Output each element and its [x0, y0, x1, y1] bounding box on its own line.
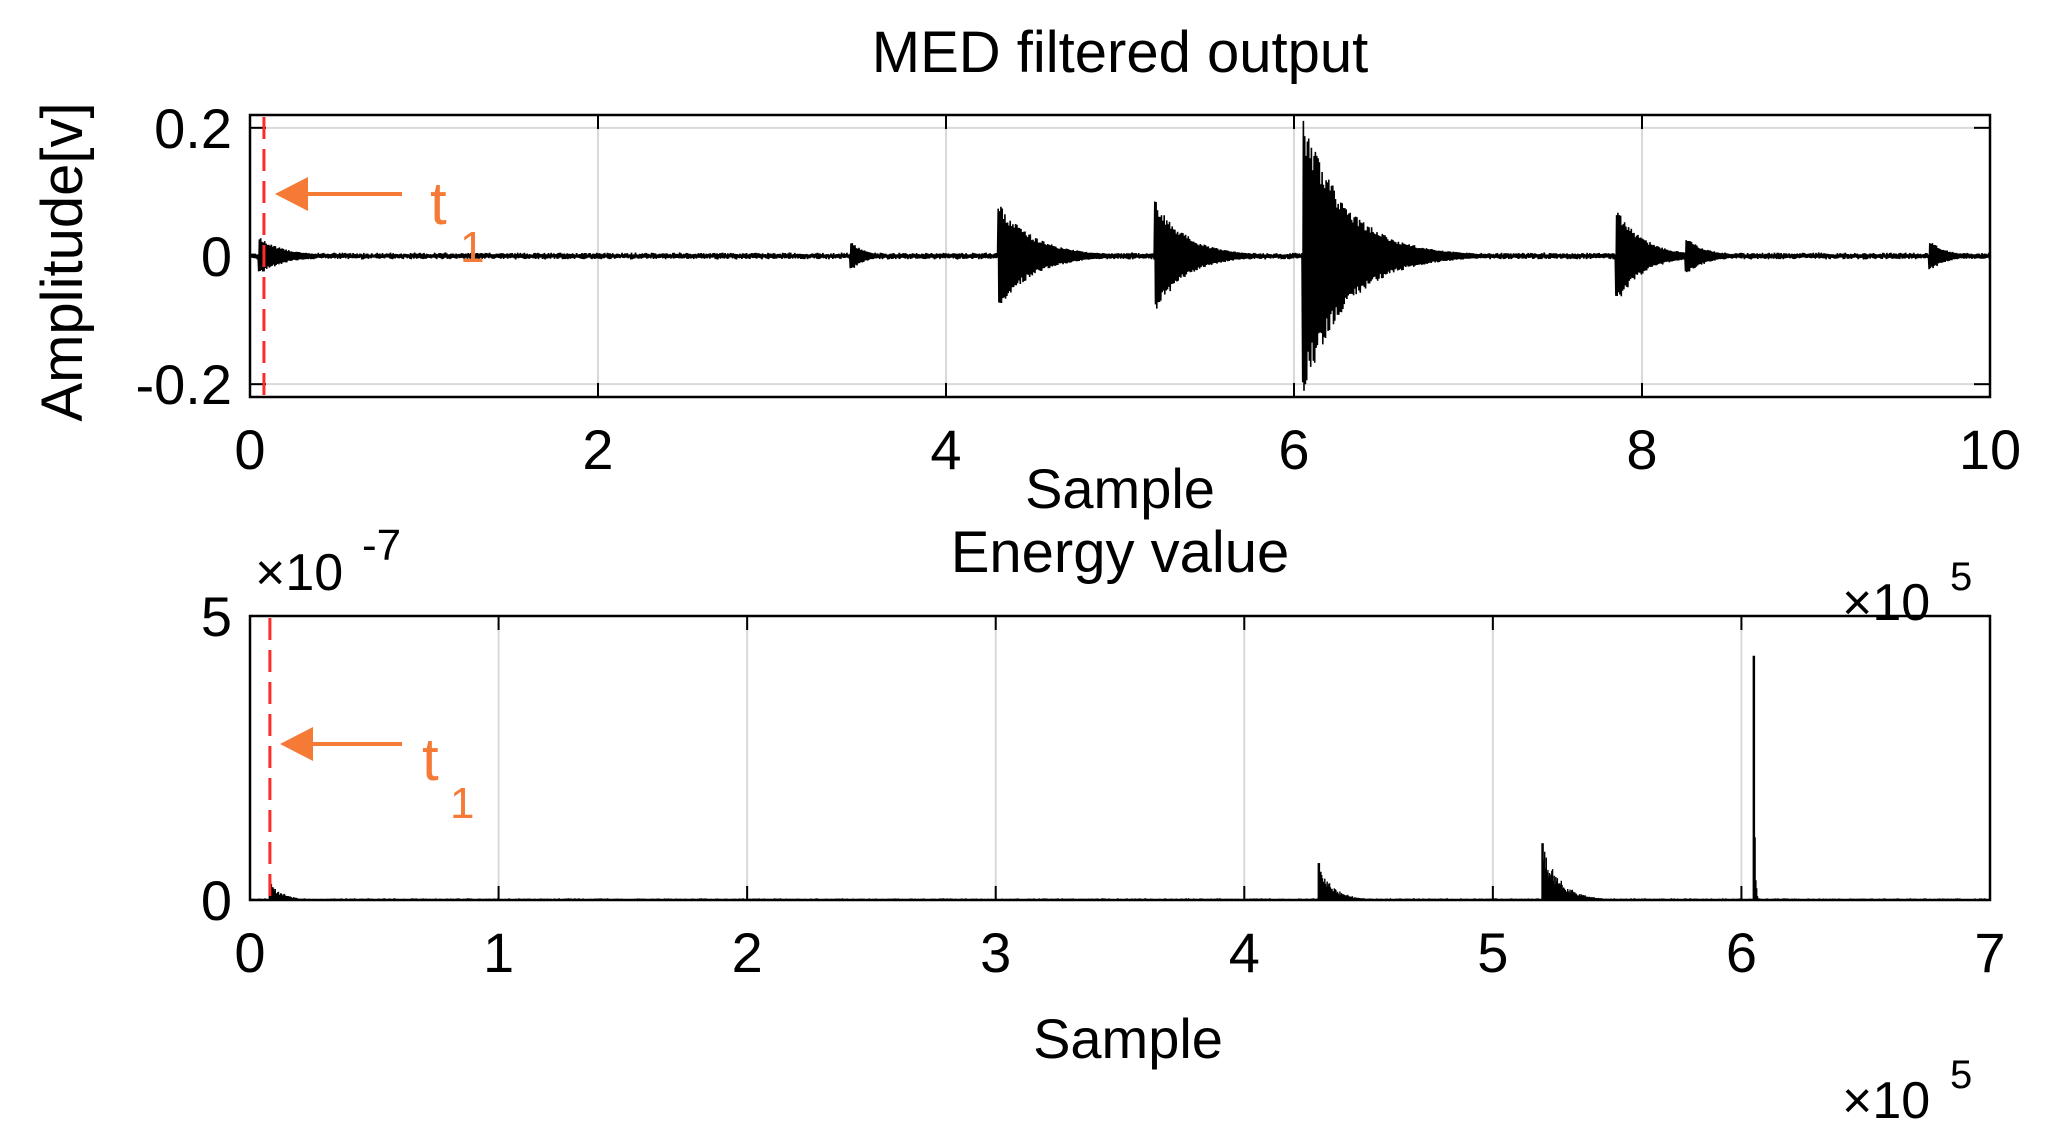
- chart1-x-exponent-power: 5: [1950, 555, 1972, 599]
- x-tick-label: 0: [234, 921, 265, 984]
- x-tick-label: 1: [483, 921, 514, 984]
- chart2-y-exponent-base: ×10: [255, 544, 343, 602]
- chart2-ticks: [249, 615, 1991, 901]
- chart1-ylabel: Amplitude[v]: [30, 102, 95, 421]
- chart1-xtick-labels: 0 2 4 6 8 10: [234, 418, 2021, 481]
- chart2-grid: [497, 616, 1743, 900]
- chart2-series: [249, 655, 1991, 900]
- x-tick-label: 2: [582, 418, 613, 481]
- y-tick-label: 0: [201, 225, 232, 288]
- chart1-annotation-arrowhead: [275, 177, 308, 211]
- y-tick-label: 0: [201, 869, 232, 932]
- chart1-ticks: [249, 115, 1991, 397]
- x-tick-label: 4: [1229, 921, 1260, 984]
- x-tick-label: 2: [732, 921, 763, 984]
- x-tick-label: 5: [1477, 921, 1508, 984]
- chart1-x-exponent-base: ×10: [1842, 574, 1930, 632]
- chart1-title: MED filtered output: [872, 20, 1368, 85]
- chart2-annotation-arrowhead: [280, 727, 313, 761]
- chart2-x-exponent: ×10 5: [1842, 1053, 1972, 1130]
- chart2-xlabel: Sample: [1033, 1007, 1223, 1070]
- chart1-series: [249, 120, 1991, 391]
- y-tick-label: 0.2: [154, 97, 232, 160]
- x-tick-label: 3: [980, 921, 1011, 984]
- energy-line: [249, 812, 1991, 900]
- chart2-y-exponent-power: -7: [362, 521, 401, 570]
- chart2-axes-box: [248, 614, 1992, 902]
- y-tick-label: -0.2: [136, 353, 233, 416]
- chart2-y-exponent: ×10 -7: [255, 521, 401, 602]
- x-tick-label: 8: [1626, 418, 1657, 481]
- x-tick-label: 4: [930, 418, 961, 481]
- chart2-x-exponent-base: ×10: [1842, 1072, 1930, 1130]
- chart1-t1-annotation: t 1: [275, 170, 484, 272]
- chart1-xlabel: Sample: [1025, 457, 1215, 520]
- y-tick-label: 5: [201, 585, 232, 648]
- chart2-x-exponent-power: 5: [1950, 1053, 1972, 1097]
- med-filtered-output-chart: MED filtered output 0 2 4 6 8 10 0.20-0.2 t 1…: [30, 20, 2021, 632]
- chart1-annotation-subscript: 1: [460, 223, 484, 272]
- chart1-ytick-labels: 0.2 0 -0.2: [136, 97, 233, 416]
- chart1-x-exponent: ×10 5: [1842, 555, 1972, 632]
- x-tick-label: 10: [1959, 418, 2021, 481]
- chart2-ytick-labels: 50: [201, 585, 232, 932]
- x-tick-label: 6: [1726, 921, 1757, 984]
- x-tick-label: 7: [1974, 921, 2005, 984]
- chart2-annotation-label: t: [422, 726, 439, 793]
- chart2-t1-annotation: t 1: [280, 726, 474, 828]
- chart2-annotation-subscript: 1: [450, 779, 474, 828]
- chart2-xtick-labels: 0 1 2 3 4 5 6 7: [234, 921, 2005, 984]
- x-tick-label: 0: [234, 418, 265, 481]
- x-tick-label: 6: [1278, 418, 1309, 481]
- chart2-title: Energy value: [951, 520, 1290, 585]
- med-signal-line: [249, 120, 1991, 391]
- chart1-annotation-label: t: [430, 170, 447, 237]
